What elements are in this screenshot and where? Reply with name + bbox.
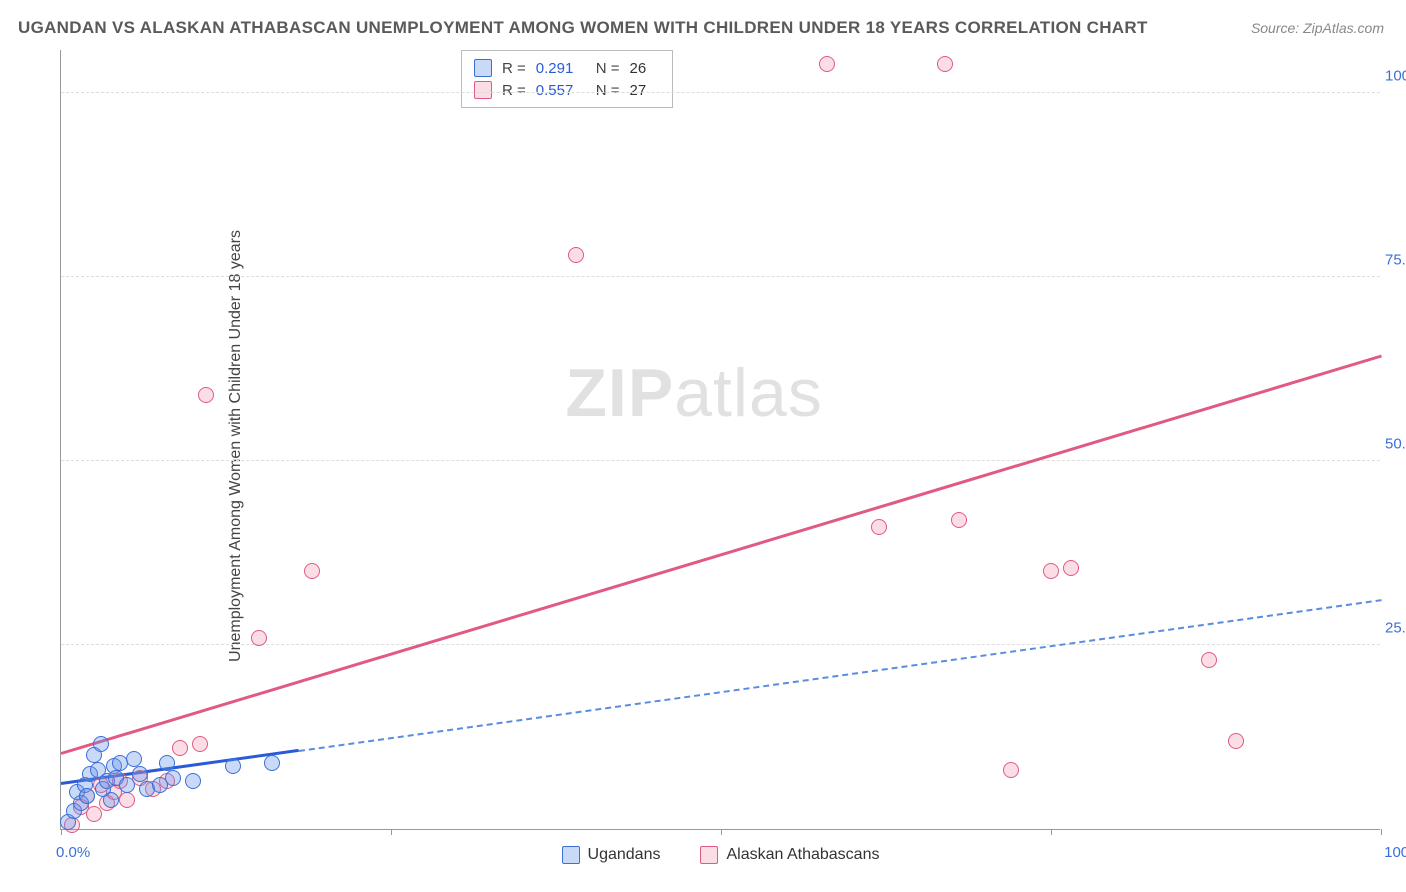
data-point-ugandan [126, 751, 142, 767]
data-point-athabascan [251, 630, 267, 646]
data-point-athabascan [198, 387, 214, 403]
stat-n-label: N = [596, 60, 620, 77]
data-point-athabascan [1228, 733, 1244, 749]
chart-plot-area: ZIPatlas R = 0.291 N = 26 R = 0.557 N = … [60, 50, 1380, 830]
x-tick [391, 829, 392, 835]
source-label: Source: ZipAtlas.com [1251, 20, 1384, 36]
gridline [61, 92, 1380, 93]
data-point-athabascan [1003, 762, 1019, 778]
legend-item-athabascans: Alaskan Athabascans [700, 846, 879, 864]
data-point-ugandan [103, 792, 119, 808]
swatch-blue-icon [474, 59, 492, 77]
x-tick [61, 829, 62, 835]
swatch-pink-icon [700, 846, 718, 864]
swatch-blue-icon [562, 846, 580, 864]
x-tick [1051, 829, 1052, 835]
watermark: ZIPatlas [565, 354, 822, 432]
data-point-ugandan [93, 736, 109, 752]
stat-r-label: R = [502, 82, 526, 99]
stat-row-athabascans: R = 0.557 N = 27 [474, 79, 660, 101]
data-point-athabascan [951, 512, 967, 528]
stat-r-label: R = [502, 60, 526, 77]
stat-row-ugandans: R = 0.291 N = 26 [474, 57, 660, 79]
data-point-ugandan [185, 773, 201, 789]
data-point-athabascan [119, 792, 135, 808]
stat-r-value-2: 0.557 [536, 82, 586, 99]
trendline-ugandans-dashed [298, 599, 1381, 752]
trendline-athabascans [61, 355, 1382, 755]
data-point-athabascan [819, 56, 835, 72]
y-tick-label: 25.0% [1385, 620, 1406, 637]
stats-legend-box: R = 0.291 N = 26 R = 0.557 N = 27 [461, 50, 673, 108]
data-point-athabascan [86, 806, 102, 822]
y-tick-label: 75.0% [1385, 252, 1406, 269]
gridline [61, 276, 1380, 277]
data-point-athabascan [1043, 563, 1059, 579]
data-point-ugandan [79, 788, 95, 804]
x-max-label: 100.0% [1384, 844, 1406, 861]
data-point-ugandan [132, 766, 148, 782]
data-point-athabascan [1063, 560, 1079, 576]
stat-n-value-1: 26 [630, 60, 660, 77]
data-point-athabascan [568, 247, 584, 263]
data-point-ugandan [119, 777, 135, 793]
data-point-athabascan [304, 563, 320, 579]
stat-n-label: N = [596, 82, 620, 99]
data-point-athabascan [937, 56, 953, 72]
gridline [61, 460, 1380, 461]
data-point-ugandan [264, 755, 280, 771]
chart-title: UGANDAN VS ALASKAN ATHABASCAN UNEMPLOYME… [18, 18, 1148, 38]
data-point-athabascan [1201, 652, 1217, 668]
x-min-label: 0.0% [56, 844, 90, 861]
data-point-athabascan [871, 519, 887, 535]
legend-item-ugandans: Ugandans [562, 846, 661, 864]
x-tick [1381, 829, 1382, 835]
data-point-ugandan [159, 755, 175, 771]
legend-label: Alaskan Athabascans [726, 846, 879, 864]
stat-r-value-1: 0.291 [536, 60, 586, 77]
x-tick [721, 829, 722, 835]
y-tick-label: 100.0% [1385, 68, 1406, 85]
stat-n-value-2: 27 [630, 82, 660, 99]
data-point-ugandan [225, 758, 241, 774]
series-legend: Ugandans Alaskan Athabascans [562, 846, 880, 864]
swatch-pink-icon [474, 81, 492, 99]
data-point-athabascan [192, 736, 208, 752]
y-tick-label: 50.0% [1385, 436, 1406, 453]
data-point-ugandan [165, 770, 181, 786]
data-point-athabascan [172, 740, 188, 756]
legend-label: Ugandans [588, 846, 661, 864]
